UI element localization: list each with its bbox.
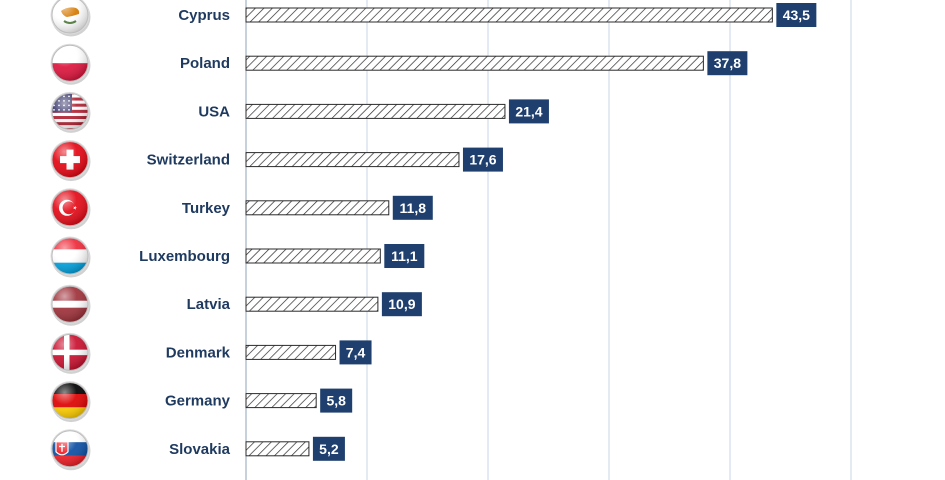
value-label-box bbox=[462, 147, 503, 172]
country-label: Slovakia bbox=[169, 441, 231, 458]
value-label-box bbox=[707, 51, 748, 76]
bars bbox=[245, 7, 773, 457]
latvia-flag-icon bbox=[50, 284, 91, 326]
bar-poland bbox=[245, 55, 704, 71]
country-label: Germany bbox=[165, 393, 231, 410]
usa-flag-icon bbox=[50, 91, 91, 133]
country-label: USA bbox=[198, 103, 230, 120]
value-label-box bbox=[392, 195, 433, 220]
value-label: 10,9 bbox=[388, 296, 415, 312]
value-label-box bbox=[381, 292, 422, 317]
value-label: 43,5 bbox=[783, 7, 810, 23]
value-label: 11,1 bbox=[391, 248, 418, 264]
grid-lines bbox=[245, 0, 852, 480]
bar-switzerland bbox=[245, 152, 460, 168]
value-label-box bbox=[320, 388, 353, 413]
bar-usa bbox=[245, 103, 506, 119]
bar-denmark bbox=[245, 344, 337, 360]
bar-cyprus bbox=[245, 7, 773, 23]
slovakia-flag-icon bbox=[50, 429, 91, 471]
value-label: 37,8 bbox=[714, 55, 741, 71]
value-label: 21,4 bbox=[515, 103, 542, 119]
country-label: Poland bbox=[180, 55, 230, 72]
bar-luxembourg bbox=[245, 248, 381, 264]
switzerland-flag-icon bbox=[50, 140, 91, 182]
denmark-flag-icon bbox=[50, 332, 91, 374]
country-label: Switzerland bbox=[147, 152, 230, 169]
value-label: 5,2 bbox=[319, 441, 339, 457]
luxembourg-flag-icon bbox=[50, 236, 91, 278]
bar-latvia bbox=[245, 296, 379, 312]
country-label: Turkey bbox=[182, 200, 231, 217]
country-labels: Cyprus Poland USA Switzerland Turkey Luxembou… bbox=[139, 7, 230, 458]
value-label-box bbox=[508, 99, 549, 124]
turkey-flag-icon bbox=[50, 188, 91, 230]
value-label: 5,8 bbox=[326, 393, 346, 409]
country-label: Latvia bbox=[187, 296, 231, 313]
value-label: 17,6 bbox=[469, 152, 496, 168]
flags bbox=[50, 0, 91, 471]
bar-slovakia bbox=[245, 441, 310, 457]
bar-germany bbox=[245, 393, 317, 409]
value-labels: 43,5 37,8 21,4 17,6 11,8 11,1 10,9 7,4 5,8 5,2 bbox=[312, 3, 817, 461]
cyprus-flag-icon bbox=[50, 0, 91, 37]
value-label: 7,4 bbox=[346, 344, 366, 360]
country-label: Denmark bbox=[166, 344, 231, 361]
value-label-box bbox=[776, 3, 817, 27]
value-label-box bbox=[339, 340, 372, 365]
country-label: Cyprus bbox=[178, 7, 230, 24]
germany-flag-icon bbox=[50, 381, 91, 423]
value-label: 11,8 bbox=[400, 200, 427, 216]
value-label-box bbox=[384, 244, 425, 268]
country-label: Luxembourg bbox=[139, 248, 230, 265]
poland-flag-icon bbox=[50, 43, 91, 85]
bar-turkey bbox=[245, 200, 390, 216]
value-label-box bbox=[312, 436, 345, 461]
